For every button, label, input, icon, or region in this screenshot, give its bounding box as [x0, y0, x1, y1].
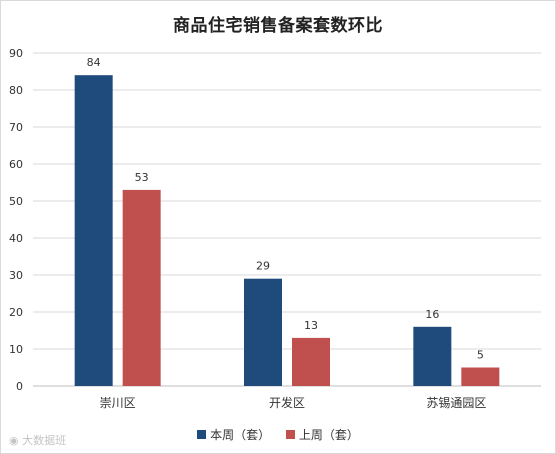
y-tick-label: 0 — [16, 380, 23, 393]
legend-label-last-week: 上周（套） — [298, 428, 359, 442]
watermark-text: 大数据班 — [22, 434, 67, 447]
chart-title: 商品住宅销售备案套数环比 — [173, 16, 383, 36]
data-label: 5 — [477, 349, 484, 362]
bar-this-week — [74, 75, 113, 386]
weibo-logo-icon: ◉ — [9, 434, 19, 447]
y-tick-label: 90 — [9, 47, 23, 60]
watermark: ◉ 大数据班 — [9, 432, 66, 448]
y-tick-label: 60 — [9, 158, 23, 171]
y-tick-label: 10 — [9, 343, 23, 356]
legend-swatch-this-week — [197, 430, 207, 439]
legend-label-this-week: 本周（套） — [210, 428, 271, 442]
y-tick-label: 80 — [9, 84, 23, 97]
y-tick-label: 70 — [9, 121, 23, 134]
legend-item-this-week: 本周（套） — [197, 426, 270, 443]
data-label: 16 — [425, 308, 439, 321]
data-label: 29 — [256, 260, 270, 273]
legend-item-last-week: 上周（套） — [285, 426, 359, 443]
x-tick-label: 崇川区 — [100, 396, 136, 410]
y-tick-label: 30 — [9, 269, 23, 282]
legend-swatch-last-week — [285, 430, 295, 439]
bar-last-week — [292, 337, 330, 386]
x-tick-label: 开发区 — [269, 395, 305, 410]
y-tick-label: 20 — [9, 306, 23, 319]
x-tick-label: 苏锡通园区 — [426, 395, 486, 410]
plot-area: 0 10 20 30 40 50 60 70 80 90 84 53 崇川区 29 13 开发区 16 5 苏锡通园… — [9, 47, 541, 410]
data-label: 84 — [87, 56, 101, 69]
bar-this-week — [244, 278, 282, 386]
data-label: 13 — [304, 319, 318, 332]
bar-last-week — [461, 367, 500, 386]
bar-last-week — [122, 189, 161, 386]
bar-this-week — [413, 326, 452, 386]
chart-legend: 本周（套） 上周（套） — [1, 426, 555, 443]
data-label: 53 — [135, 171, 149, 184]
y-tick-label: 40 — [9, 232, 23, 245]
y-tick-label: 50 — [9, 195, 23, 208]
